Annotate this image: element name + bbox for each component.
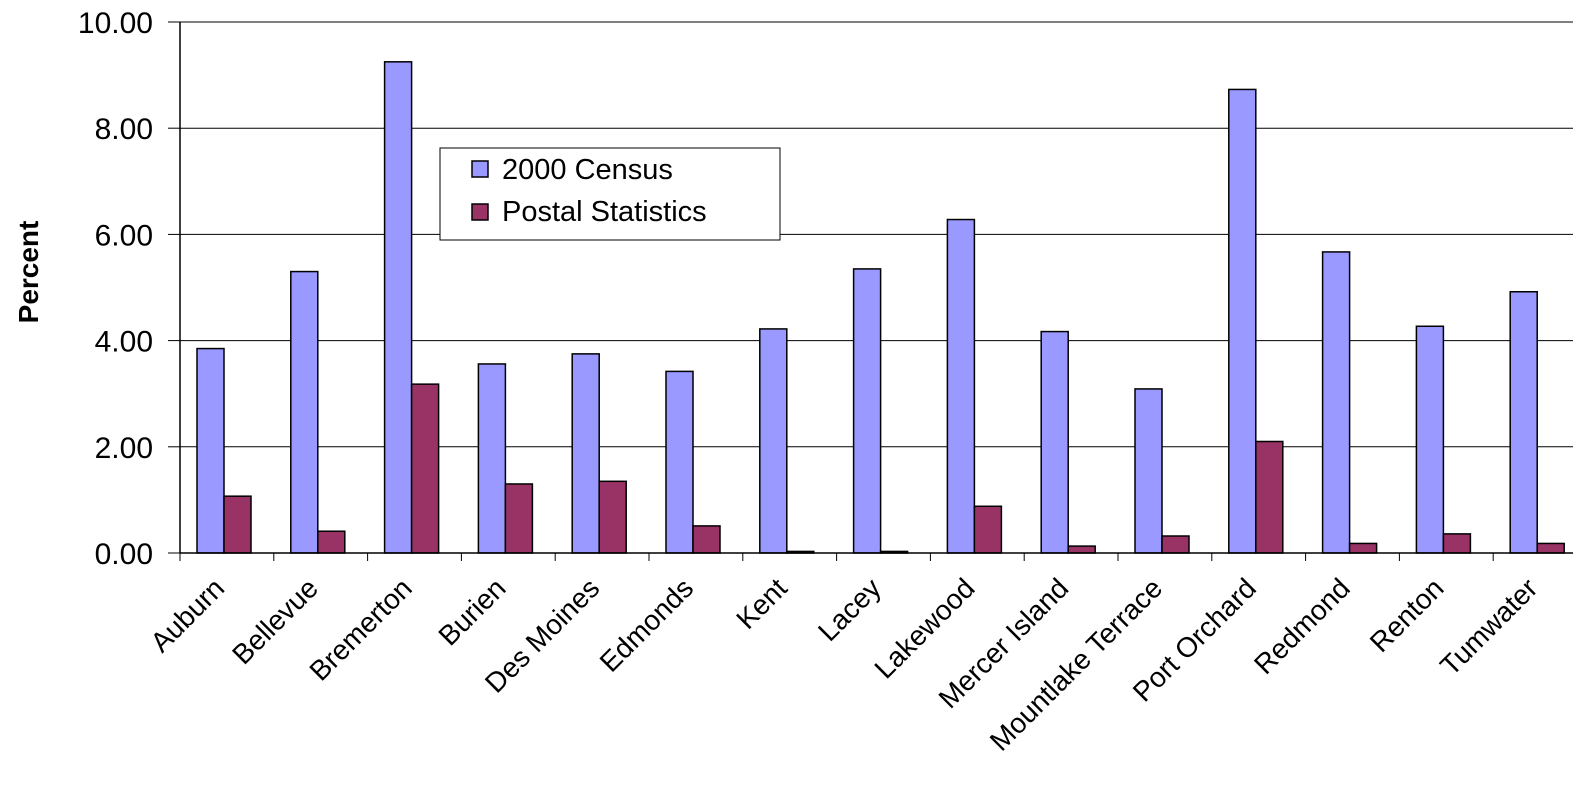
bar-census-kent xyxy=(759,328,788,554)
y-axis-label: Percent xyxy=(13,221,44,324)
bar-census-tumwater xyxy=(1509,290,1538,554)
category-label: Bremerton xyxy=(303,572,417,686)
y-tick-label: 4.00 xyxy=(95,326,153,359)
bar-postal-des-moines xyxy=(598,480,627,554)
bar-census-lacey xyxy=(852,268,882,554)
y-tick-label: 10.00 xyxy=(78,7,153,40)
bar-postal-redmond xyxy=(1348,542,1378,554)
category-label: Auburn xyxy=(144,572,230,658)
category-label: Edmonds xyxy=(594,572,700,678)
axes xyxy=(179,22,1573,554)
bar-postal-renton xyxy=(1442,533,1472,554)
bar-census-renton xyxy=(1415,325,1445,554)
bar-census-port-orchard xyxy=(1228,88,1257,554)
legend-swatch-2000-census xyxy=(471,160,489,178)
category-label: Kent xyxy=(730,572,793,635)
category-label: Redmond xyxy=(1248,572,1356,680)
category-label: Burien xyxy=(432,572,511,651)
y-tick-label: 2.00 xyxy=(95,432,153,465)
bar-postal-bellevue xyxy=(317,530,346,554)
bar-postal-bremerton xyxy=(410,383,440,554)
legend-label-2000-census: 2000 Census xyxy=(502,154,673,186)
bar-census-bellevue xyxy=(290,270,319,554)
bar-census-edmonds xyxy=(665,370,694,554)
bar-census-bremerton xyxy=(383,61,413,554)
bar-postal-mercer-island xyxy=(1067,545,1096,554)
bar-census-mountlake-terrace xyxy=(1134,388,1163,554)
y-axis-ticks: 0.00 2.00 4.00 6.00 8.00 10.00 xyxy=(78,7,180,571)
bar-census-redmond xyxy=(1321,251,1351,554)
bar-postal-lakewood xyxy=(973,505,1003,554)
bars xyxy=(179,61,1565,561)
category-label: Tumwater xyxy=(1434,572,1543,681)
legend: 2000 Census Postal Statistics xyxy=(439,147,781,241)
bar-postal-auburn xyxy=(223,495,252,554)
bar-census-mercer-island xyxy=(1040,330,1069,554)
legend-box xyxy=(439,147,781,241)
legend-label-postal-statistics: Postal Statistics xyxy=(502,196,707,228)
bar-postal-tumwater xyxy=(1536,542,1565,554)
bar-census-lakewood xyxy=(946,218,976,554)
bar-postal-edmonds xyxy=(692,525,721,554)
bar-census-burien xyxy=(477,363,507,554)
category-label: Lacey xyxy=(812,572,887,647)
y-tick-label: 8.00 xyxy=(95,113,153,146)
bar-census-auburn xyxy=(196,347,225,554)
bar-postal-burien xyxy=(504,483,534,554)
category-label: Bellevue xyxy=(226,572,324,670)
bar-census-des-moines xyxy=(571,353,600,554)
category-label: Renton xyxy=(1364,572,1450,658)
legend-swatch-postal-statistics xyxy=(471,203,489,221)
bar-postal-port-orchard xyxy=(1255,440,1284,554)
category-label: Mountlake Terrace xyxy=(984,572,1168,756)
y-tick-label: 6.00 xyxy=(95,219,153,252)
y-tick-label: 0.00 xyxy=(95,538,153,571)
bar-postal-mountlake-terrace xyxy=(1161,535,1190,554)
